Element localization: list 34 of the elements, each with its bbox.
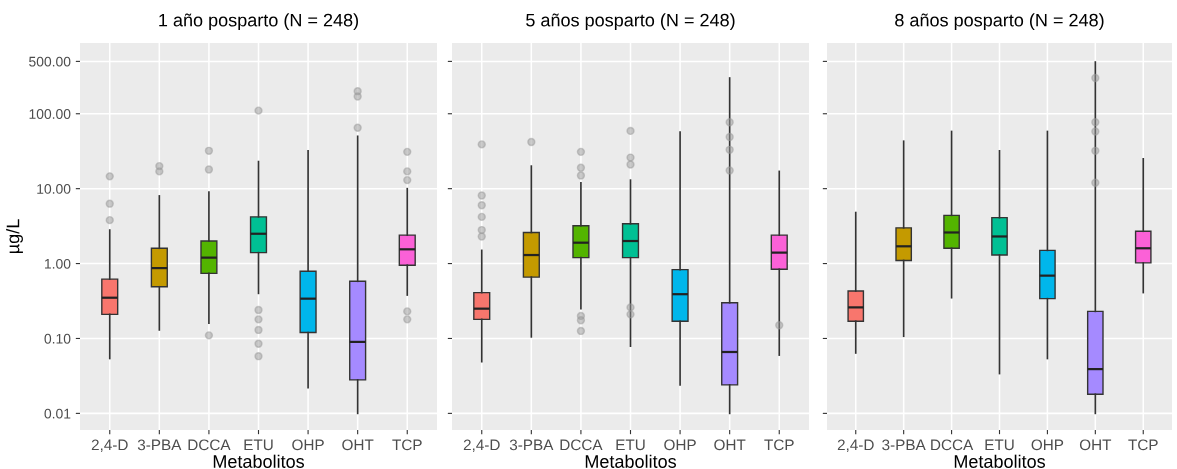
x-axis-title: Metabolitos bbox=[213, 454, 305, 468]
x-tick-label: TCP bbox=[392, 439, 422, 451]
x-tick-label: OHP bbox=[292, 439, 324, 451]
chart-title: 8 años posparto (N = 248) bbox=[895, 13, 1104, 31]
x-tick-label: ETU bbox=[244, 439, 273, 451]
x-tick-label: 2,4-D bbox=[463, 439, 500, 453]
x-tick-label: DCCA bbox=[188, 439, 231, 451]
x-axis-title: Metabolitos bbox=[585, 454, 677, 468]
x-tick-label: 3-PBA bbox=[882, 439, 926, 451]
x-tick-label: OHT bbox=[1079, 439, 1112, 451]
chart-title: 1 año posparto (N = 248) bbox=[159, 13, 359, 31]
chart-title: 5 años posparto (N = 248) bbox=[526, 13, 735, 31]
y-tick-label: 0.10 bbox=[44, 333, 71, 344]
x-tick-label: OHP bbox=[664, 439, 696, 451]
x-tick-label: OHP bbox=[1031, 439, 1064, 451]
x-tick-label: 2,4-D bbox=[91, 439, 128, 453]
x-tick-label: TCP bbox=[1128, 439, 1158, 451]
x-tick-label: ETU bbox=[616, 439, 645, 451]
x-tick-label: 2,4-D bbox=[837, 439, 874, 453]
x-tick-label: 3-PBA bbox=[137, 439, 182, 451]
x-axis-title: Metabolitos bbox=[954, 454, 1046, 468]
y-tick-label: 1.00 bbox=[45, 258, 71, 269]
x-tick-label: OHT bbox=[714, 439, 746, 451]
x-tick-label: 3-PBA bbox=[509, 439, 554, 451]
y-tick-label: 0.01 bbox=[44, 408, 71, 419]
x-tick-label: ETU bbox=[985, 439, 1014, 451]
x-tick-label: OHT bbox=[342, 439, 374, 451]
x-tick-label: DCCA bbox=[560, 439, 603, 451]
y-axis-title: µg/L bbox=[6, 219, 23, 254]
y-tick-label: 10.00 bbox=[37, 183, 71, 194]
x-tick-label: TCP bbox=[764, 439, 794, 451]
y-tick-label: 500.00 bbox=[29, 56, 71, 67]
y-tick-label: 100.00 bbox=[29, 109, 71, 119]
x-tick-label: DCCA bbox=[931, 439, 974, 451]
